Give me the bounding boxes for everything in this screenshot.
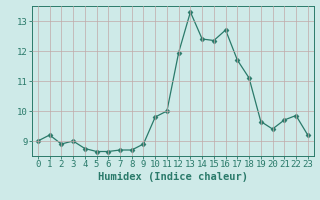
X-axis label: Humidex (Indice chaleur): Humidex (Indice chaleur) <box>98 172 248 182</box>
